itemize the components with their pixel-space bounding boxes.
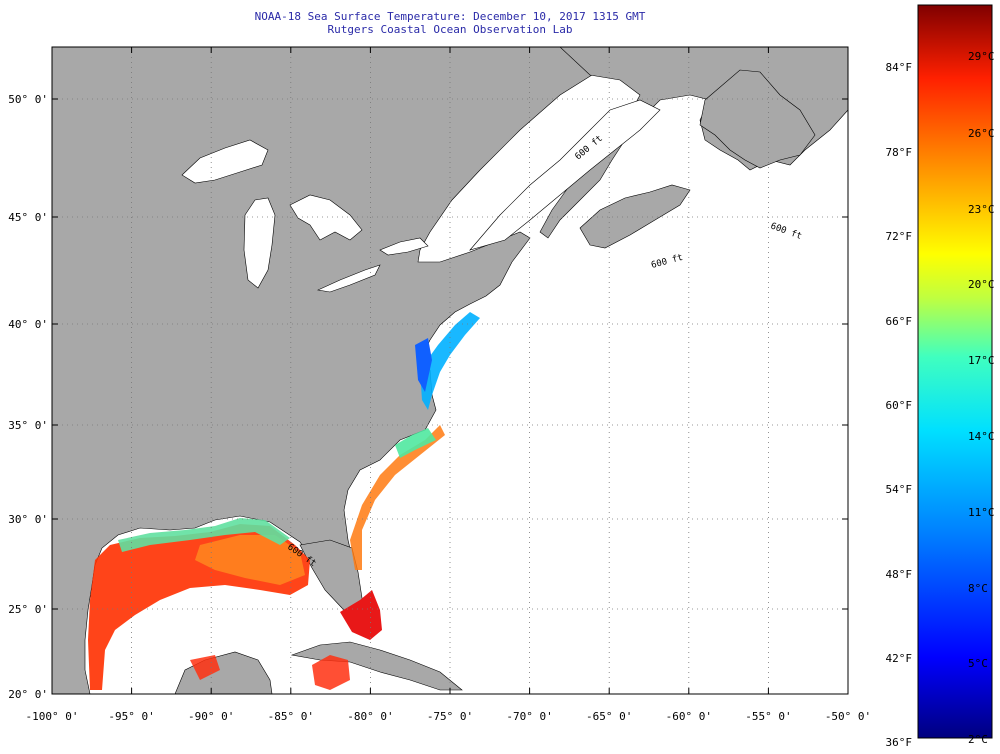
sst-shelf-blue (415, 338, 432, 392)
lon-tick-label: -75° 0' (427, 710, 473, 723)
lon-tick-label: -65° 0' (586, 710, 632, 723)
lake-ontario (379, 237, 429, 256)
colorbar-c-label: 29°C (968, 50, 995, 63)
colorbar-f-label: 42°F (886, 652, 913, 665)
lat-tick-label: 20° 0' (8, 688, 48, 701)
lon-tick-label: -60° 0' (666, 710, 712, 723)
lat-tick-label: 40° 0' (8, 318, 48, 331)
lon-tick-label: -95° 0' (108, 710, 154, 723)
colorbar-c-label: 20°C (968, 278, 995, 291)
lake-erie (316, 264, 381, 293)
colorbar-f-label: 60°F (886, 399, 913, 412)
colorbar-f-label: 54°F (886, 483, 913, 496)
map-subtitle: Rutgers Coastal Ocean Observation Lab (327, 23, 573, 36)
land-cuba (290, 641, 463, 691)
colorbar-f-label: 36°F (886, 736, 913, 749)
sst-caribbean-patches (190, 655, 350, 690)
map-title: NOAA-18 Sea Surface Temperature: Decembe… (254, 10, 646, 23)
land-newfoundland (699, 69, 816, 169)
colorbar-c-label: 14°C (968, 430, 995, 443)
lat-tick-label: 45° 0' (8, 211, 48, 224)
st-lawrence (469, 99, 661, 251)
colorbar-f-label: 72°F (886, 230, 913, 243)
colorbar-c-label: 2°C (968, 733, 988, 746)
lon-tick-label: -50° 0' (825, 710, 871, 723)
sst-gulf-orange (195, 535, 305, 585)
colorbar-c-label: 26°C (968, 127, 995, 140)
sst-gulf-coast-green (118, 518, 290, 552)
lake-superior (181, 139, 269, 184)
lat-tick-label: 30° 0' (8, 513, 48, 526)
sst-loop-current (340, 590, 382, 640)
lon-tick-label: -90° 0' (188, 710, 234, 723)
colorbar-f-label: 48°F (886, 568, 913, 581)
lon-tick-label: -85° 0' (268, 710, 314, 723)
land-north-america (52, 47, 601, 694)
colorbar-c-label: 17°C (968, 354, 995, 367)
lake-michigan (243, 197, 276, 289)
lat-tick-label: 35° 0' (8, 419, 48, 432)
lake-huron (289, 194, 363, 241)
sst-shelf-cool (420, 312, 480, 410)
lon-tick-label: -55° 0' (745, 710, 791, 723)
sst-carolina-green (395, 428, 436, 458)
lon-tick-label: -100° 0' (26, 710, 79, 723)
colorbar-f-label: 78°F (886, 146, 913, 159)
land-nova-scotia (579, 184, 691, 249)
colorbar (917, 4, 993, 739)
lon-tick-label: -70° 0' (506, 710, 552, 723)
colorbar-f-label: 84°F (886, 61, 913, 74)
colorbar-c-label: 23°C (968, 203, 995, 216)
colorbar-c-label: 11°C (968, 506, 995, 519)
land-yucatan (174, 651, 273, 694)
colorbar-c-label: 8°C (968, 582, 988, 595)
lat-tick-label: 50° 0' (8, 93, 48, 106)
colorbar-c-label: 5°C (968, 657, 988, 670)
lat-tick-label: 25° 0' (8, 603, 48, 616)
colorbar-f-label: 66°F (886, 315, 913, 328)
lon-tick-label: -80° 0' (347, 710, 393, 723)
